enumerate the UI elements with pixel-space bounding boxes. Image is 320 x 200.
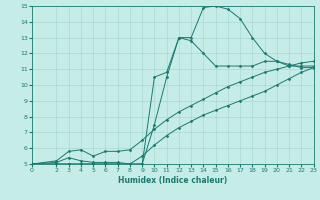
- X-axis label: Humidex (Indice chaleur): Humidex (Indice chaleur): [118, 176, 228, 185]
